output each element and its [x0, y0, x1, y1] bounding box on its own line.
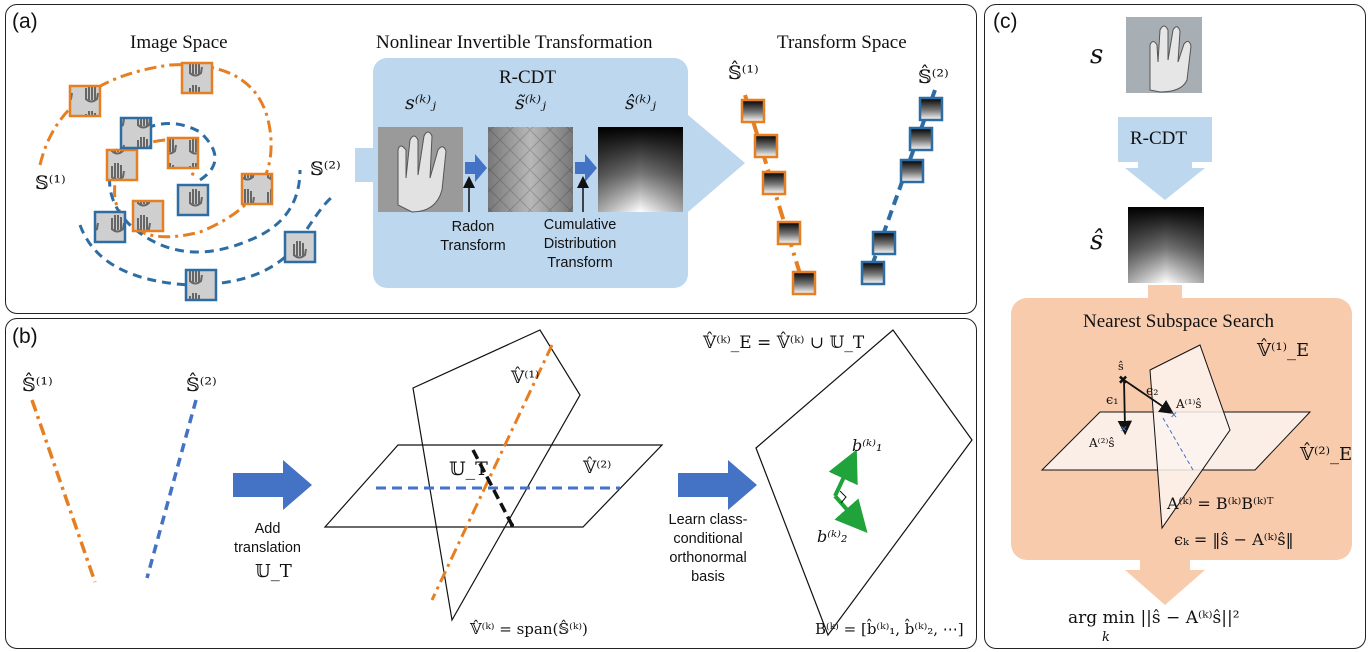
- sj-tilde-label: s̃⁽ᵏ⁾ⱼ: [515, 92, 547, 114]
- ve-eq: 𝕍̂⁽ᵏ⁾_E = 𝕍̂⁽ᵏ⁾ ∪ 𝕌_T: [703, 333, 865, 353]
- panel-a-label: (a): [12, 10, 38, 33]
- svg-text:✕: ✕: [1170, 411, 1178, 421]
- svg-text:✕: ✕: [1120, 425, 1128, 435]
- orange-tiles: [68, 61, 274, 233]
- learn-basis-label: Learn class- conditional orthonormal bas…: [668, 512, 748, 585]
- ut-plane-label: 𝕌_T: [449, 458, 488, 480]
- eps1-label: ϵ₁: [1106, 393, 1119, 408]
- argmin-eq: arg min ||ŝ − A⁽ᵏ⁾ŝ||²: [1068, 608, 1240, 628]
- image-space-title: Image Space: [130, 32, 228, 53]
- b2-label: b⁽ᵏ⁾₂: [817, 527, 848, 546]
- b1-label: b⁽ᵏ⁾₁: [852, 436, 883, 455]
- b-planes: [323, 329, 664, 622]
- cdt-label: Cumulative Distribution Transform: [543, 217, 617, 271]
- cdt-image: [598, 127, 683, 212]
- v1-label: 𝕍̂⁽¹⁾: [511, 368, 540, 388]
- svg-text:✖: ✖: [1118, 373, 1128, 387]
- basis-eq: B⁽ᵏ⁾ = [b̂⁽ᵏ⁾₁, b̂⁽ᵏ⁾₂, ⋯]: [815, 620, 964, 638]
- small-arrows: [465, 154, 597, 182]
- panel-c-label: (c): [993, 10, 1018, 33]
- blue-tiles: [93, 116, 317, 302]
- c-planes: ✖ ✕ ✕: [1040, 344, 1312, 530]
- c-rcdt-arrow: [1118, 117, 1212, 200]
- a1s-label: A⁽¹⁾ŝ: [1176, 397, 1202, 411]
- sj-hat-label: ŝ⁽ᵏ⁾ⱼ: [625, 92, 657, 114]
- ut-label: 𝕌_T: [255, 561, 292, 582]
- nss-title: Nearest Subspace Search: [1083, 311, 1274, 332]
- s1-label: 𝕊⁽¹⁾: [35, 172, 66, 194]
- span-eq: 𝕍̂⁽ᵏ⁾ = span(𝕊̂⁽ᵏ⁾): [470, 620, 588, 638]
- c-shat-image: [1128, 207, 1204, 283]
- c-s-label: s: [1090, 40, 1104, 70]
- radon-label: Radon Transform: [440, 219, 506, 254]
- transform-orange-line: [740, 94, 817, 296]
- rcdt-label: R-CDT: [499, 67, 556, 88]
- a2s-label: A⁽²⁾ŝ: [1089, 436, 1115, 450]
- transform-space-title: Transform Space: [777, 32, 907, 53]
- panel-b: [5, 318, 977, 649]
- b-plane-lines: [376, 344, 620, 601]
- transform-blue-line: [860, 89, 944, 286]
- b-shat1-label: 𝕊̂⁽¹⁾: [22, 374, 53, 396]
- shat1-label: 𝕊̂⁽¹⁾: [728, 62, 759, 84]
- eps-eq: ϵₖ = ‖ŝ − A⁽ᵏ⁾ŝ‖: [1174, 530, 1294, 549]
- pt-shat-label: ŝ: [1118, 360, 1124, 373]
- add-translation-label: Add translation: [234, 521, 301, 556]
- v2-label: 𝕍̂⁽²⁾: [583, 458, 612, 478]
- argmin-sub: k: [1102, 630, 1110, 645]
- sj-image: [378, 127, 463, 213]
- c-shat-label: ŝ: [1090, 226, 1104, 256]
- b-big-arrows: [233, 460, 757, 510]
- blue-spiral: [78, 122, 336, 287]
- b-lines: [30, 399, 198, 583]
- eps2-label: ϵ₂: [1146, 384, 1159, 399]
- b-shat2-label: 𝕊̂⁽²⁾: [186, 374, 217, 396]
- ve2-label: 𝕍̂⁽²⁾_E: [1300, 444, 1353, 465]
- up-arrows: [463, 176, 589, 212]
- c-rcdt-label: R-CDT: [1130, 128, 1187, 149]
- transform-title: Nonlinear Invertible Transformation: [376, 32, 653, 53]
- sj-label: s⁽ᵏ⁾ⱼ: [405, 92, 437, 114]
- s2-label: 𝕊⁽²⁾: [310, 158, 341, 180]
- radon-image: [488, 127, 573, 212]
- a-eq: A⁽ᵏ⁾ = B⁽ᵏ⁾B⁽ᵏ⁾ᵀ: [1167, 494, 1274, 513]
- panel-b-label: (b): [12, 325, 38, 348]
- c-hand-image: [1126, 17, 1202, 93]
- b-basis-plane: [755, 329, 973, 637]
- shat2-label: 𝕊̂⁽²⁾: [918, 66, 949, 88]
- panel-c: [984, 4, 1366, 649]
- ve1-label: 𝕍̂⁽¹⁾_E: [1257, 340, 1310, 361]
